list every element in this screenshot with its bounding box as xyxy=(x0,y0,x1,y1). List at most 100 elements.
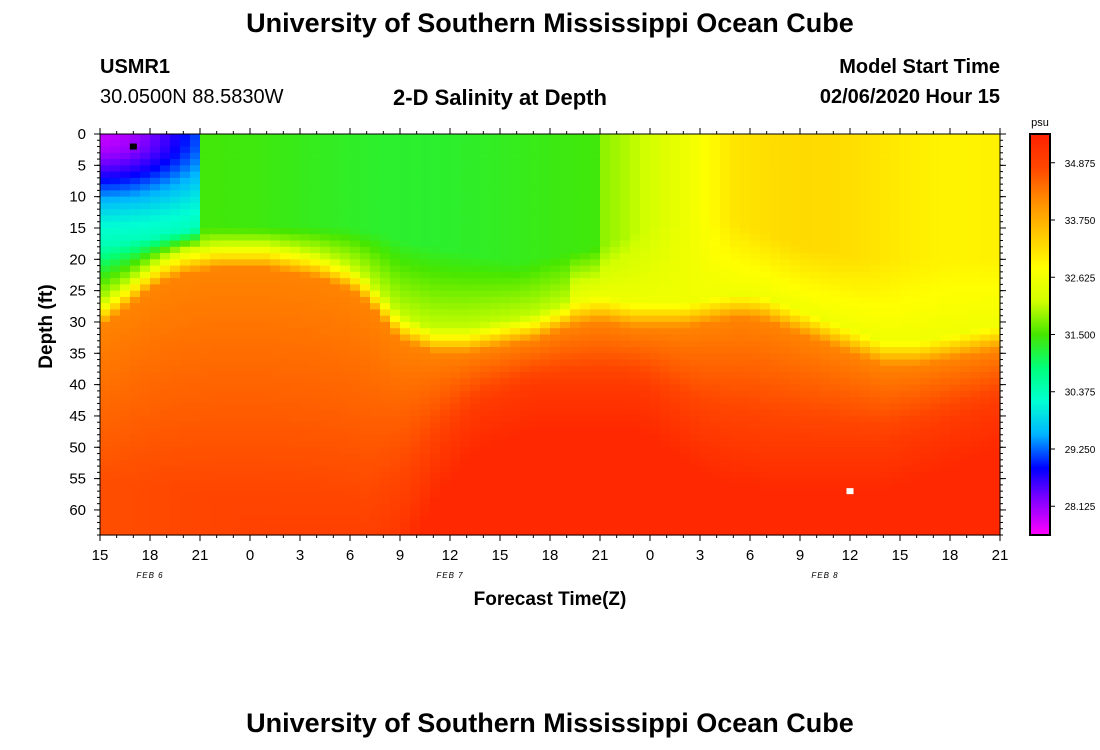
heatmap-cell xyxy=(880,353,891,361)
heatmap-cell xyxy=(610,315,621,323)
heatmap-cell xyxy=(890,134,901,141)
heatmap-cell xyxy=(610,140,621,148)
heatmap-cell xyxy=(470,234,481,242)
heatmap-cell xyxy=(610,202,621,210)
heatmap-cell xyxy=(760,328,771,336)
heatmap-cell xyxy=(490,259,501,267)
heatmap-cell xyxy=(170,441,181,448)
heatmap-cell xyxy=(200,284,211,292)
heatmap-cell xyxy=(330,365,341,373)
heatmap-cell xyxy=(860,177,871,185)
heatmap-cell xyxy=(940,422,951,430)
heatmap-cell xyxy=(840,472,851,480)
heatmap-cell xyxy=(710,227,721,235)
heatmap-cell xyxy=(780,315,791,323)
heatmap-cell xyxy=(170,152,181,160)
heatmap-cell xyxy=(570,321,581,329)
heatmap-cell xyxy=(360,315,371,323)
heatmap-cell xyxy=(150,372,161,379)
heatmap-cell xyxy=(420,265,431,273)
heatmap-cell xyxy=(490,165,501,173)
heatmap-cell xyxy=(790,278,801,285)
heatmap-cell xyxy=(550,202,561,210)
heatmap-cell xyxy=(510,403,521,411)
heatmap-cell xyxy=(550,309,561,317)
heatmap-cell xyxy=(990,365,1001,373)
heatmap-cell xyxy=(600,459,611,467)
heatmap-cell xyxy=(660,321,671,329)
heatmap-cell xyxy=(590,422,601,430)
heatmap-cell xyxy=(410,240,421,248)
heatmap-cell xyxy=(760,403,771,411)
heatmap-cell xyxy=(680,397,691,405)
heatmap-cell xyxy=(750,253,761,260)
heatmap-cell xyxy=(540,321,551,329)
heatmap-cell xyxy=(520,422,531,430)
heatmap-cell xyxy=(120,328,131,336)
heatmap-cell xyxy=(550,315,561,323)
heatmap-cell xyxy=(950,196,961,204)
heatmap-cell xyxy=(100,372,111,379)
heatmap-cell xyxy=(620,453,631,461)
heatmap-cell xyxy=(690,215,701,223)
heatmap-cell xyxy=(470,177,481,185)
heatmap-cell xyxy=(710,209,721,217)
heatmap-cell xyxy=(290,397,301,405)
heatmap-cell xyxy=(950,453,961,461)
heatmap-cell xyxy=(840,309,851,317)
heatmap-cell xyxy=(320,159,331,166)
heatmap-cell xyxy=(960,221,971,229)
heatmap-cell xyxy=(260,271,271,279)
heatmap-cell xyxy=(180,359,191,367)
heatmap-cell xyxy=(950,397,961,405)
heatmap-cell xyxy=(110,202,121,210)
heatmap-cell xyxy=(960,253,971,260)
heatmap-cell xyxy=(720,190,731,198)
heatmap-cell xyxy=(630,409,641,417)
heatmap-cell xyxy=(220,284,231,292)
heatmap-cell xyxy=(470,321,481,329)
heatmap-cell xyxy=(360,434,371,442)
heatmap-cell xyxy=(320,434,331,442)
heatmap-cell xyxy=(630,221,641,229)
heatmap-cell xyxy=(440,165,451,173)
heatmap-cell xyxy=(560,428,571,436)
heatmap-cell xyxy=(950,296,961,304)
heatmap-cell xyxy=(250,290,261,298)
heatmap-cell xyxy=(360,378,371,386)
heatmap-cell xyxy=(640,415,651,423)
heatmap-cell xyxy=(890,466,901,473)
heatmap-cell xyxy=(480,221,491,229)
heatmap-cell xyxy=(160,140,171,148)
heatmap-cell xyxy=(370,359,381,367)
heatmap-cell xyxy=(570,422,581,430)
heatmap-cell xyxy=(480,466,491,473)
heatmap-cell xyxy=(110,321,121,329)
heatmap-cell xyxy=(380,409,391,417)
heatmap-cell xyxy=(990,159,1001,166)
heatmap-cell xyxy=(630,177,641,185)
heatmap-cell xyxy=(120,221,131,229)
heatmap-cell xyxy=(240,453,251,461)
heatmap-cell xyxy=(240,227,251,235)
heatmap-cell xyxy=(110,384,121,392)
heatmap-cell xyxy=(930,403,941,411)
heatmap-cell xyxy=(790,347,801,354)
heatmap-cell xyxy=(320,165,331,173)
heatmap-cell xyxy=(590,240,601,248)
heatmap-cell xyxy=(290,296,301,304)
heatmap-cell xyxy=(690,284,701,292)
heatmap-cell xyxy=(920,409,931,417)
heatmap-cell xyxy=(240,240,251,248)
heatmap-cell xyxy=(820,466,831,473)
heatmap-cell xyxy=(450,378,461,386)
heatmap-cell xyxy=(620,359,631,367)
heatmap-cell xyxy=(910,146,921,154)
heatmap-cell xyxy=(440,359,451,367)
heatmap-cell xyxy=(420,134,431,141)
heatmap-cell xyxy=(540,347,551,354)
heatmap-cell xyxy=(560,309,571,317)
heatmap-cell xyxy=(830,246,841,254)
heatmap-cell xyxy=(100,390,111,398)
heatmap-cell xyxy=(170,434,181,442)
